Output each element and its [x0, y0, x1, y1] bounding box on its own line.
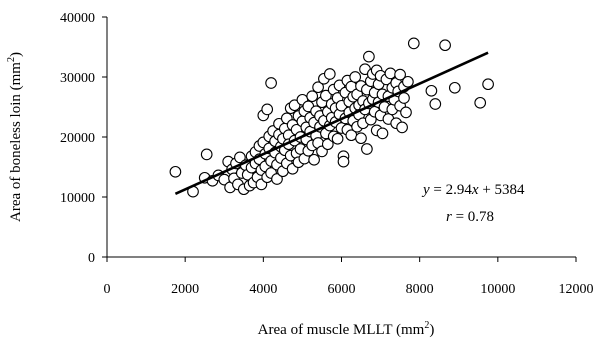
x-axis-title-superscript: 2	[424, 320, 429, 331]
y-tick-label: 20000	[60, 131, 95, 146]
data-point	[407, 37, 420, 50]
data-point	[398, 92, 410, 104]
x-tick-label: 8000	[406, 282, 434, 297]
x-tick-label: 0	[104, 282, 111, 297]
y-tick-label: 10000	[60, 191, 95, 206]
data-point	[169, 165, 182, 178]
data-point	[200, 148, 213, 161]
data-point	[355, 132, 367, 145]
data-point	[331, 132, 344, 145]
data-point	[349, 71, 362, 83]
correlation-value: = 0.78	[452, 209, 494, 225]
data-point	[429, 98, 442, 110]
data-point	[439, 39, 451, 52]
correlation-coefficient: r = 0.78	[446, 209, 494, 225]
data-point	[320, 89, 332, 102]
data-point	[474, 96, 487, 109]
y-axis-title-superscript: 2	[6, 57, 17, 62]
data-point	[337, 155, 350, 168]
data-point	[323, 68, 336, 80]
data-point	[265, 77, 277, 89]
x-axis-title-text: Area of muscle MLLT (mm	[258, 322, 425, 338]
trend-line	[174, 51, 489, 196]
data-point	[306, 90, 319, 103]
data-point	[312, 81, 324, 94]
data-point	[271, 173, 283, 185]
x-tick-label: 4000	[249, 282, 277, 297]
data-point	[363, 50, 375, 63]
equation-intercept: + 5384	[479, 182, 525, 198]
data-point	[402, 75, 414, 88]
data-point	[400, 106, 412, 119]
x-axis-title-close: )	[429, 322, 434, 338]
x-tick-label: 2000	[171, 282, 199, 297]
x-tick-label: 10000	[480, 282, 515, 297]
y-axis-title-close: )	[8, 52, 24, 57]
y-axis-title-text: Area of boneless loin (mm	[8, 62, 24, 222]
data-point	[321, 138, 334, 151]
correlation-r-symbol: r	[446, 209, 452, 225]
equation-slope: = 2.94	[430, 182, 473, 198]
data-point	[376, 127, 389, 140]
data-point	[482, 78, 494, 91]
data-point	[384, 67, 397, 80]
data-point	[448, 81, 461, 94]
data-point	[425, 84, 438, 97]
y-tick-label: 0	[88, 251, 95, 266]
y-axis-ticks: 0 10000 20000 30000 40000	[60, 11, 107, 266]
x-tick-label: 12000	[559, 282, 594, 297]
y-tick-label: 40000	[60, 11, 95, 26]
y-tick-label: 30000	[60, 71, 95, 86]
data-point	[396, 121, 408, 134]
x-axis-title: Area of muscle MLLT (mm2)	[258, 320, 435, 338]
data-point	[361, 143, 373, 155]
data-point	[308, 153, 320, 166]
data-point	[261, 103, 274, 116]
regression-equation: y = 2.94x + 5384	[421, 182, 525, 198]
x-tick-label: 6000	[328, 282, 356, 297]
x-axis-ticks: 0 2000 4000 6000 8000 10000 12000	[104, 257, 594, 297]
data-point	[234, 151, 246, 164]
y-axis-title: Area of boneless loin (mm2)	[6, 52, 24, 222]
equation-x-symbol: x	[471, 182, 479, 198]
data-point	[394, 68, 406, 81]
equation-y-symbol: y	[421, 182, 430, 198]
data-points	[169, 37, 494, 198]
